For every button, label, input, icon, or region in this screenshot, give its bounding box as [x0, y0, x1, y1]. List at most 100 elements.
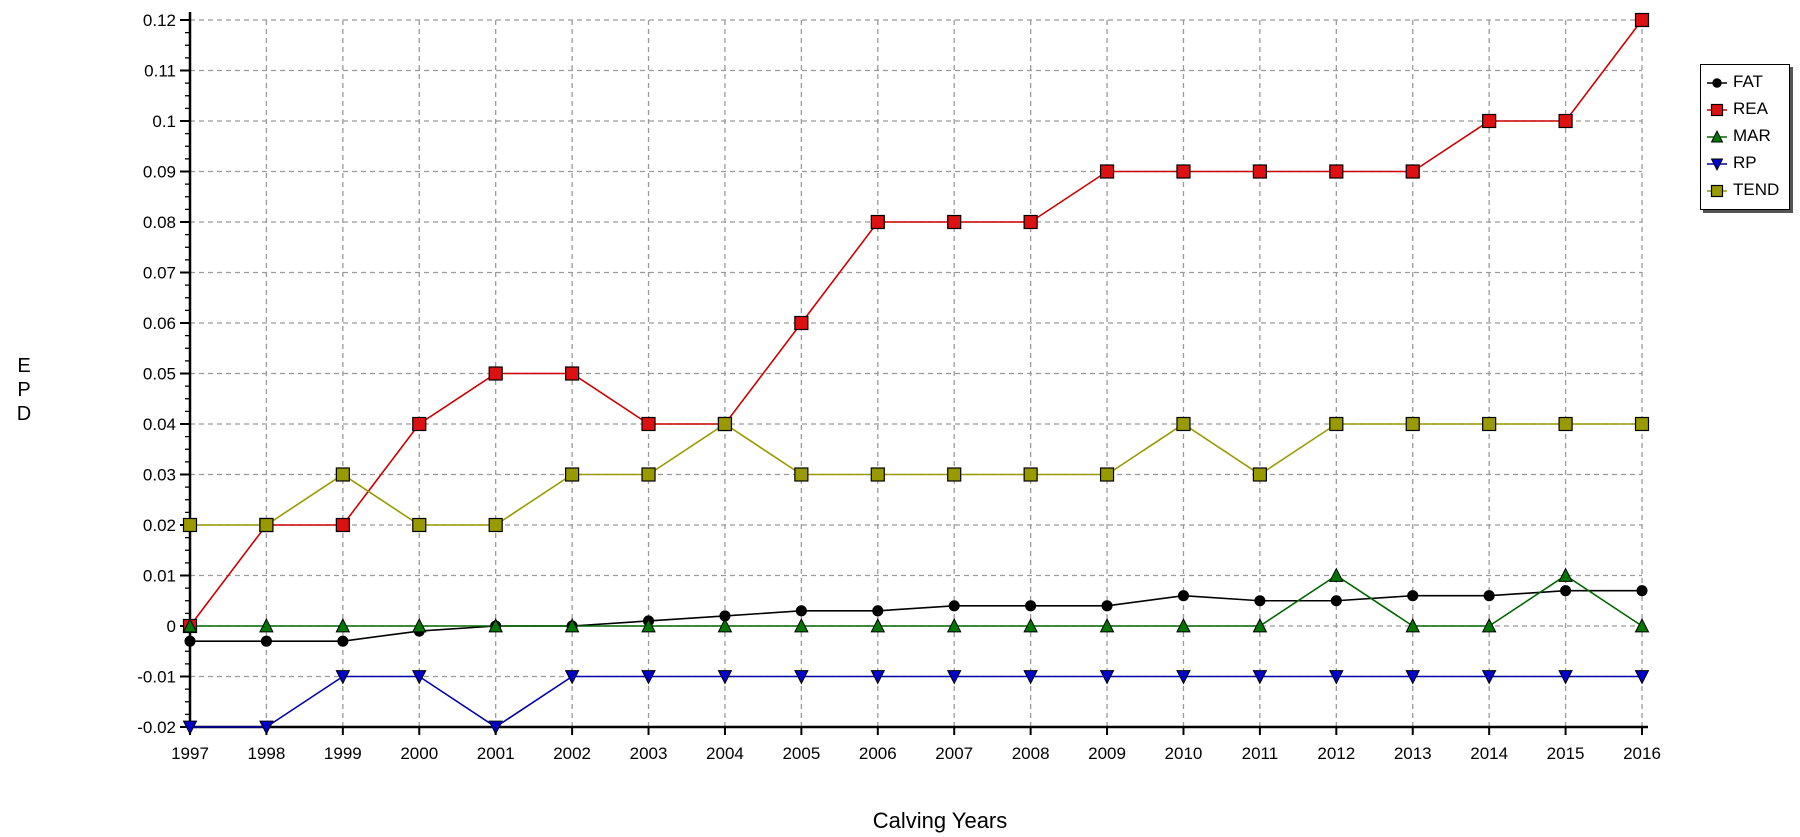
data-point-rp — [1176, 670, 1191, 685]
y-tick-label: 0.04 — [143, 415, 176, 434]
data-point-tend — [1405, 416, 1420, 432]
data-point-fat — [1636, 585, 1648, 597]
x-tick-label: 1998 — [248, 744, 286, 763]
y-tick-labels: -0.02 -0.01 0 0.01 0.02 0.03 0.04 0.05 0.06 0.07 0… — [137, 11, 176, 737]
data-point-mar — [488, 618, 504, 633]
data-point-rp — [411, 670, 427, 685]
data-point-tend — [1482, 416, 1497, 432]
data-point-tend — [1634, 416, 1650, 432]
data-point-mar — [259, 618, 274, 633]
data-point-rp — [335, 670, 351, 685]
legend-item-tend: TEND — [1701, 177, 1789, 205]
data-point-mar — [1176, 618, 1191, 633]
data-point-rp — [641, 670, 656, 685]
data-point-mar — [335, 618, 351, 633]
data-point-mar — [564, 618, 580, 633]
legend-swatch-marker — [1710, 184, 1724, 198]
y-axis-title-letter: P — [17, 379, 31, 401]
legend-label: RP — [1733, 153, 1757, 172]
data-point-tend — [1558, 416, 1573, 432]
data-point-rea — [1099, 164, 1115, 179]
data-point-mar — [794, 618, 809, 633]
data-point-tend — [412, 517, 427, 533]
legend-swatch-rp — [1707, 158, 1727, 172]
data-point-tend — [565, 467, 580, 482]
series-line-mar — [190, 574, 1643, 627]
y-tick-label: 0.12 — [143, 11, 176, 30]
y-tick-label: 0.1 — [152, 112, 176, 131]
data-point-fat — [1177, 590, 1190, 602]
data-point-fat — [337, 635, 349, 647]
legend-swatch-rea — [1707, 103, 1727, 117]
y-tick-label: 0.08 — [143, 213, 176, 232]
data-point-rp — [182, 720, 198, 735]
data-point-mar — [1634, 618, 1650, 633]
data-point-rp — [1558, 670, 1573, 685]
data-point-mar — [1558, 567, 1573, 582]
legend-swatch-marker — [1710, 158, 1724, 172]
legend-swatch-tend — [1707, 184, 1727, 198]
legend-item-fat: FAT — [1701, 69, 1789, 97]
legend-label: TEND — [1733, 180, 1780, 199]
x-tick-label: 2003 — [630, 744, 668, 763]
data-point-rea — [794, 315, 809, 331]
data-point-mar — [1328, 567, 1344, 582]
y-tick-label: 0.07 — [143, 264, 176, 283]
y-tick-label: 0.01 — [143, 567, 176, 586]
data-point-rea — [335, 517, 350, 533]
x-tick-label: 2009 — [1088, 744, 1126, 763]
data-point-tend — [1329, 416, 1344, 432]
data-point-fat — [260, 635, 272, 647]
legend-label: FAT — [1733, 72, 1763, 91]
data-point-rp — [870, 670, 886, 685]
data-point-rea — [1558, 113, 1573, 129]
x-tick-label: 2005 — [782, 744, 820, 763]
legend-swatch-marker — [1710, 129, 1724, 143]
legend-item-mar: MAR — [1701, 123, 1789, 151]
x-tick-label: 2000 — [400, 744, 438, 763]
data-point-rea — [1023, 214, 1038, 230]
y-tick-label: 0.05 — [143, 365, 176, 384]
data-point-rp — [488, 720, 504, 735]
data-point-tend — [335, 467, 350, 482]
legend: FAT REA MAR RP TEND — [1700, 64, 1790, 210]
data-point-fat — [795, 605, 807, 617]
y-tick-label: 0 — [167, 617, 176, 636]
data-point-tend — [870, 467, 885, 482]
y-axis-title-letter: E — [17, 355, 31, 377]
series-lines — [189, 19, 1643, 728]
data-point-rea — [565, 366, 580, 381]
y-tick-label: 0.06 — [143, 314, 176, 333]
data-point-tend — [1023, 467, 1038, 482]
data-point-rea — [1405, 164, 1420, 179]
legend-label: MAR — [1733, 126, 1771, 145]
series-line-fat — [190, 589, 1642, 642]
data-point-rea — [1634, 12, 1650, 28]
data-point-rea — [412, 416, 427, 432]
grid — [189, 19, 1643, 728]
data-point-rp — [259, 720, 274, 735]
data-point-rea — [1329, 164, 1344, 179]
data-point-rea — [1482, 113, 1497, 129]
data-point-mar — [182, 618, 198, 633]
legend-label: REA — [1733, 99, 1768, 118]
y-tick-label: 0.09 — [143, 163, 176, 182]
x-tick-label: 2012 — [1317, 744, 1355, 763]
x-tick-label: 2015 — [1547, 744, 1585, 763]
data-point-mar — [641, 618, 656, 633]
data-point-mar — [1405, 618, 1421, 633]
data-point-mar — [717, 618, 733, 633]
legend-swatch-marker — [1712, 78, 1722, 88]
data-point-rp — [1634, 670, 1650, 685]
data-point-rea — [870, 214, 885, 230]
data-point-tend — [488, 517, 503, 533]
legend-swatch-fat — [1707, 78, 1727, 88]
legend-item-rea: REA — [1701, 96, 1789, 124]
data-point-rp — [1481, 670, 1497, 685]
x-tick-label: 2007 — [935, 744, 973, 763]
data-point-fat — [184, 635, 196, 647]
data-point-fat — [1407, 590, 1419, 602]
y-tick-label: -0.01 — [137, 668, 176, 687]
data-point-rp — [564, 670, 580, 685]
